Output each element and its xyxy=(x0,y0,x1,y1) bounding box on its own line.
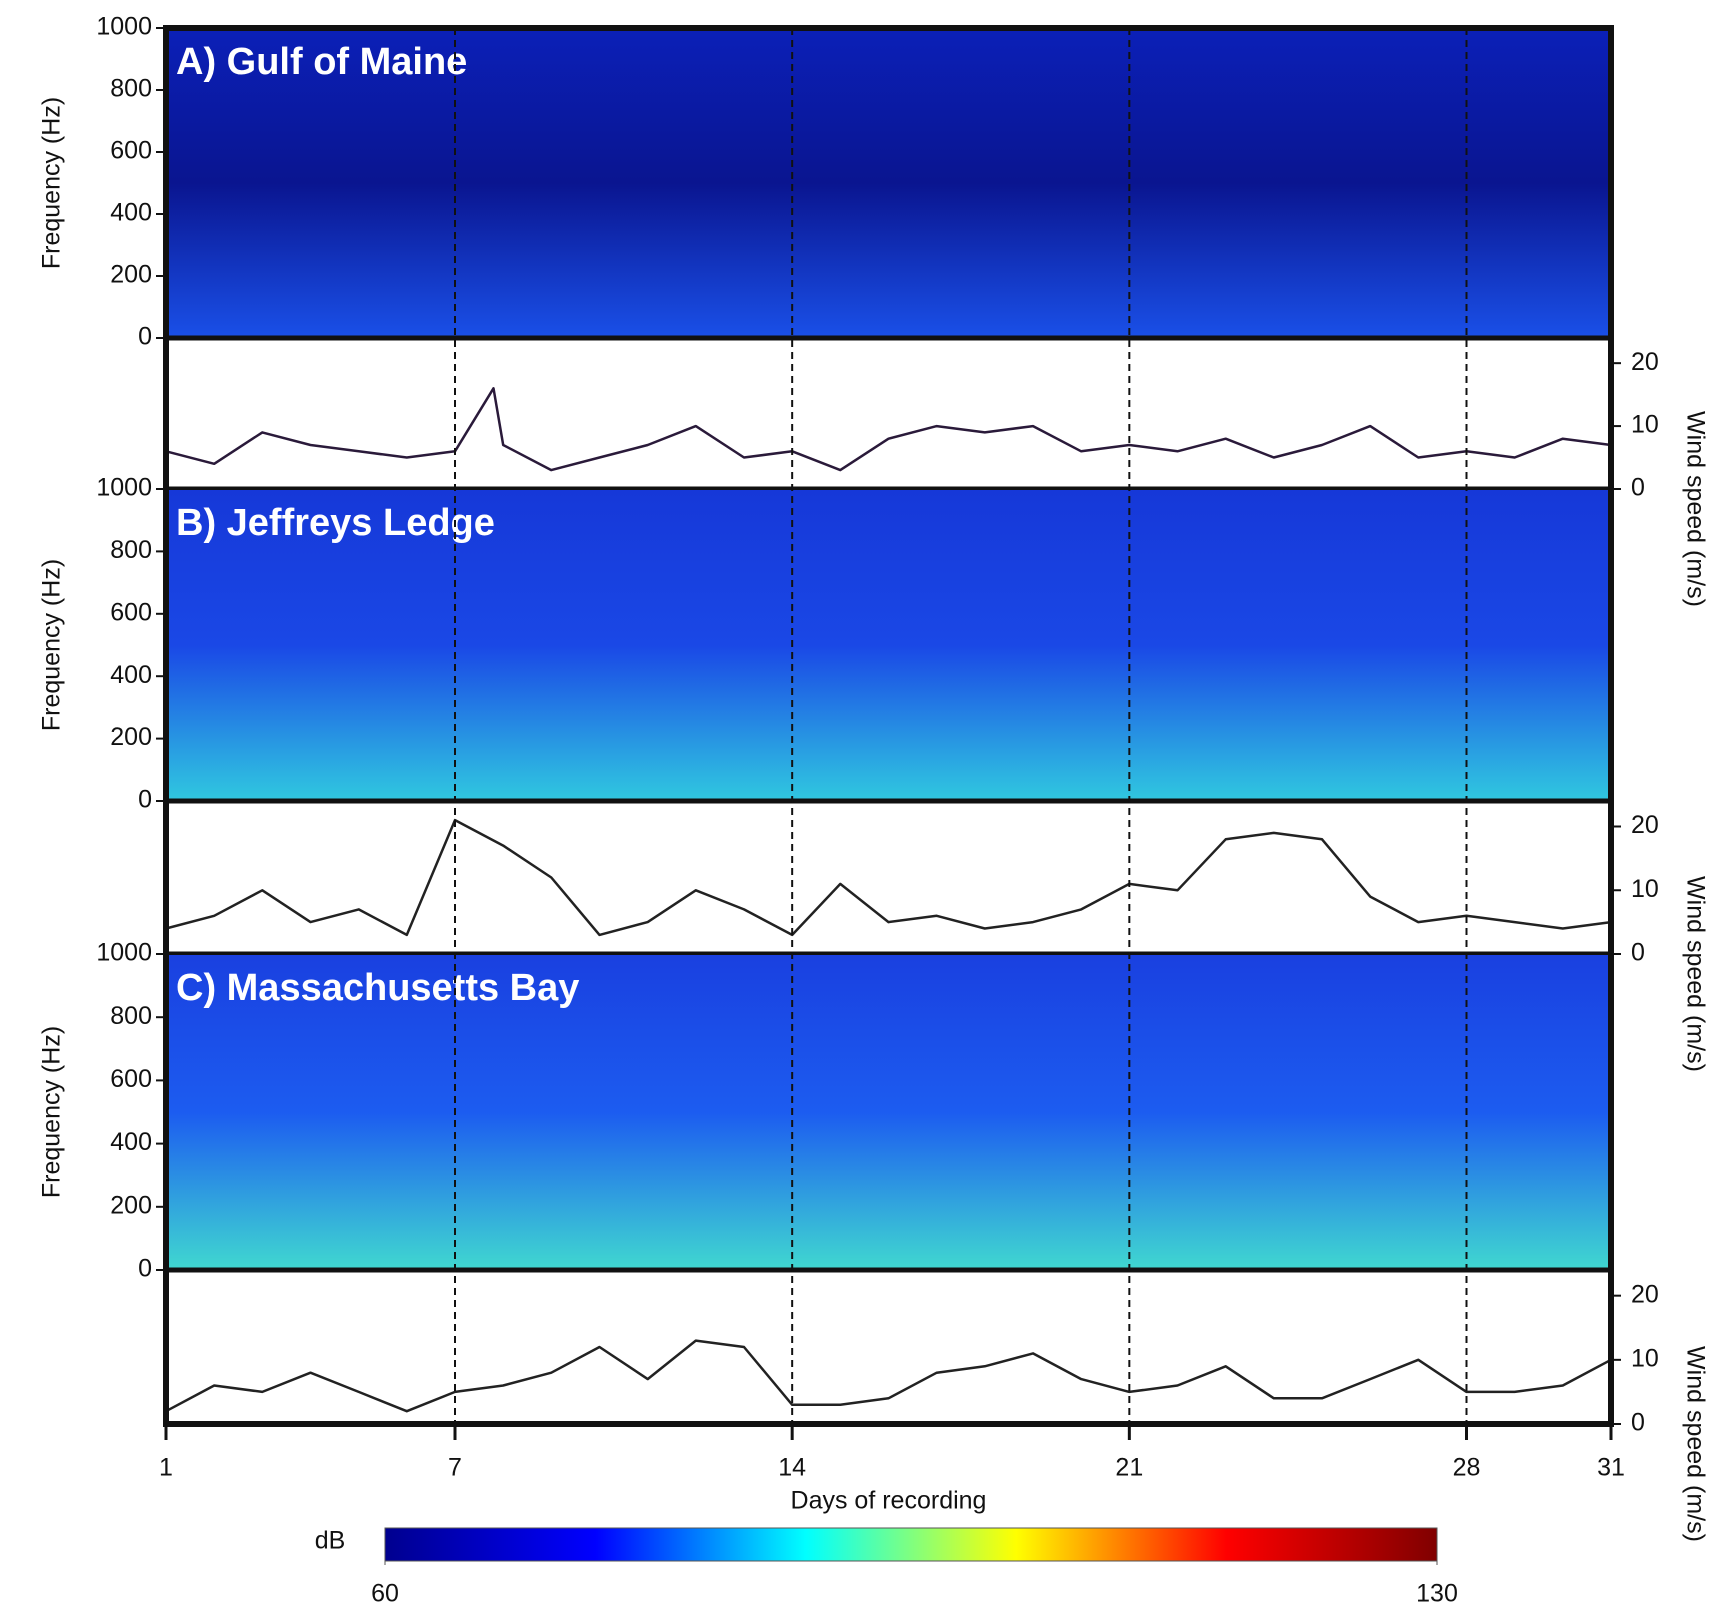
y-tick-label: 400 xyxy=(110,1128,152,1156)
y-axis-label: Frequency (Hz) xyxy=(38,1026,66,1198)
y-tick-label: 800 xyxy=(110,75,152,103)
colorbar xyxy=(384,1527,1438,1562)
y2-axis-label: Wind speed (m/s) xyxy=(1681,1346,1709,1542)
y-tick-label: 800 xyxy=(110,1002,152,1030)
y-tick-label: 0 xyxy=(138,323,152,351)
y2-tick-label: 10 xyxy=(1631,411,1659,439)
panel-frame xyxy=(163,798,1614,957)
y2-tick-label: 10 xyxy=(1631,875,1659,903)
y2-axis-label: Wind speed (m/s) xyxy=(1681,876,1709,1072)
y-axis-label: Frequency (Hz) xyxy=(38,559,66,731)
x-tick-label: 28 xyxy=(1453,1454,1481,1482)
y2-tick-label: 20 xyxy=(1631,811,1659,839)
panel-title: A) Gulf of Maine xyxy=(176,41,467,83)
outer-frame xyxy=(163,25,1614,1427)
y-tick-label: 0 xyxy=(138,1255,152,1283)
y-tick-label: 600 xyxy=(110,598,152,626)
colorbar-tick-label: 130 xyxy=(1416,1580,1458,1608)
y2-tick-label: 0 xyxy=(1631,939,1645,967)
y-tick-label: 600 xyxy=(110,1065,152,1093)
y2-tick-label: 0 xyxy=(1631,1409,1645,1437)
y2-tick-label: 10 xyxy=(1631,1344,1659,1372)
y-tick-label: 200 xyxy=(110,723,152,751)
y-tick-label: 1000 xyxy=(96,939,152,967)
panel-title: C) Massachusetts Bay xyxy=(176,967,579,1009)
y2-tick-label: 0 xyxy=(1631,474,1645,502)
colorbar-label: dB xyxy=(315,1527,346,1555)
y-tick-label: 400 xyxy=(110,661,152,689)
y-tick-label: 200 xyxy=(110,1191,152,1219)
y-tick-label: 1000 xyxy=(96,474,152,502)
spectrogram-image xyxy=(166,954,1611,1270)
y-axis-label: Frequency (Hz) xyxy=(38,97,66,269)
panel-frame xyxy=(163,335,1614,492)
y2-tick-label: 20 xyxy=(1631,1280,1659,1308)
y-tick-label: 1000 xyxy=(96,13,152,41)
y2-tick-label: 20 xyxy=(1631,348,1659,376)
y-tick-label: 800 xyxy=(110,536,152,564)
wind-line xyxy=(165,818,1612,937)
spectrogram-image xyxy=(166,28,1611,338)
x-tick-label: 7 xyxy=(448,1454,462,1482)
spectrogram-image xyxy=(166,489,1611,801)
wind-line xyxy=(165,1339,1612,1413)
x-tick-label: 21 xyxy=(1115,1454,1143,1482)
colorbar-tick-label: 60 xyxy=(371,1580,399,1608)
y2-axis-label: Wind speed (m/s) xyxy=(1681,411,1709,607)
x-axis-label: Days of recording xyxy=(791,1487,987,1515)
x-tick-label: 31 xyxy=(1597,1454,1625,1482)
y-tick-label: 600 xyxy=(110,137,152,165)
panel-title: B) Jeffreys Ledge xyxy=(176,502,495,544)
y-tick-label: 400 xyxy=(110,199,152,227)
wind-line xyxy=(165,387,1612,472)
x-tick-label: 1 xyxy=(159,1454,173,1482)
x-tick-label: 14 xyxy=(778,1454,806,1482)
y-tick-label: 200 xyxy=(110,261,152,289)
y-tick-label: 0 xyxy=(138,786,152,814)
